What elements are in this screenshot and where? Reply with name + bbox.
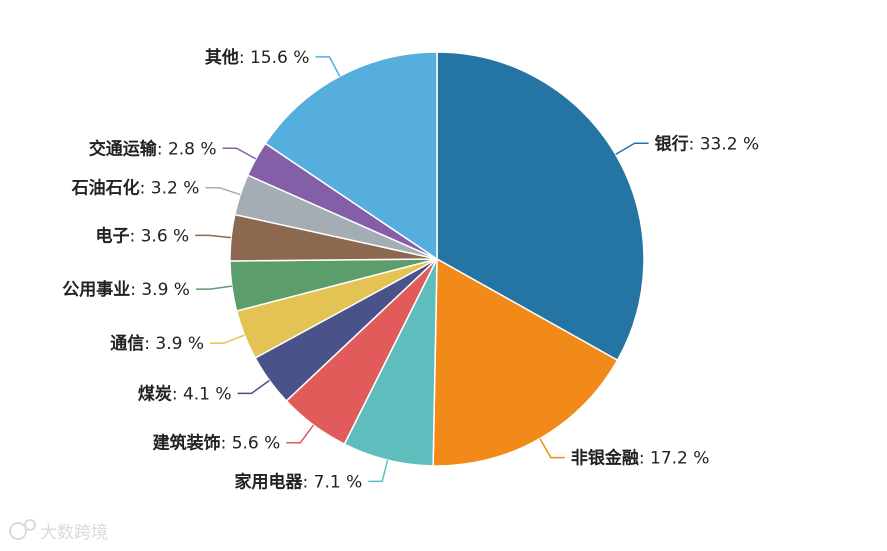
slice-label-2: 家用电器: 7.1 % bbox=[235, 471, 363, 492]
leader-line-4 bbox=[237, 379, 270, 395]
pie-slice-10 bbox=[264, 51, 438, 261]
slice-label-name: 公用事业 bbox=[62, 280, 130, 300]
slice-label-3: 建筑装饰: 5.6 % bbox=[153, 433, 281, 454]
slice-label-name: 石油石化 bbox=[71, 178, 140, 199]
leader-lines bbox=[195, 56, 649, 483]
leader-line-0 bbox=[615, 142, 649, 156]
slice-label-name: 家用电器 bbox=[235, 471, 304, 492]
pie-slices bbox=[229, 51, 645, 467]
slice-label-value: : 2.8 % bbox=[157, 139, 217, 159]
slice-labels: 银行: 33.2 % 非银金融: 17.2 % 家用电器: 7.1 % 建筑装饰: 5… bbox=[62, 47, 759, 493]
slice-label-name: 电子 bbox=[95, 225, 129, 246]
slice-label-9: 交通运输: 2.8 % bbox=[89, 138, 217, 159]
slice-label-name: 通信 bbox=[110, 333, 144, 354]
slice-label-value: : 3.2 % bbox=[140, 179, 200, 199]
slice-label-value: : 33.2 % bbox=[689, 134, 760, 154]
slice-label-name: 交通运输 bbox=[89, 138, 158, 159]
slice-label-5: 通信: 3.9 % bbox=[110, 333, 204, 354]
watermark-text: 大数跨境 bbox=[40, 523, 108, 543]
slice-label-name: 其他 bbox=[205, 47, 239, 68]
slice-label-name: 银行 bbox=[655, 133, 689, 154]
leader-line-6 bbox=[195, 285, 232, 290]
slice-label-name: 煤炭 bbox=[138, 383, 172, 404]
slice-label-value: : 4.1 % bbox=[172, 384, 232, 404]
slice-label-0: 银行: 33.2 % bbox=[655, 133, 760, 154]
leader-line-2 bbox=[368, 459, 389, 483]
slice-label-4: 煤炭: 4.1 % bbox=[138, 383, 232, 404]
slice-label-1: 非银金融: 17.2 % bbox=[571, 448, 710, 469]
pie-slice-1 bbox=[432, 257, 619, 467]
slice-label-value: : 7.1 % bbox=[303, 472, 363, 492]
leader-line-5 bbox=[210, 334, 245, 344]
slice-label-7: 电子: 3.6 % bbox=[95, 225, 189, 246]
slice-label-value: : 5.6 % bbox=[221, 434, 281, 454]
bubble-logo-icon bbox=[9, 519, 36, 540]
slice-label-name: 建筑装饰 bbox=[153, 433, 221, 454]
slice-label-8: 石油石化: 3.2 % bbox=[71, 178, 200, 199]
slice-label-value: : 3.9 % bbox=[130, 280, 190, 300]
leader-line-10 bbox=[315, 56, 341, 77]
slice-label-value: : 15.6 % bbox=[239, 48, 310, 68]
slice-label-name: 非银金融 bbox=[571, 448, 639, 469]
leader-line-1 bbox=[539, 438, 565, 459]
leader-line-9 bbox=[222, 147, 257, 160]
slice-label-value: : 17.2 % bbox=[639, 449, 710, 469]
watermark: 大数跨境 bbox=[9, 519, 108, 543]
slice-label-10: 其他: 15.6 % bbox=[205, 47, 310, 68]
slice-label-value: : 3.6 % bbox=[129, 226, 189, 246]
leader-line-3 bbox=[286, 424, 315, 444]
leader-line-7 bbox=[195, 234, 232, 239]
slice-label-6: 公用事业: 3.9 % bbox=[62, 280, 190, 300]
slice-label-value: : 3.9 % bbox=[144, 334, 204, 354]
leader-line-8 bbox=[205, 186, 241, 196]
